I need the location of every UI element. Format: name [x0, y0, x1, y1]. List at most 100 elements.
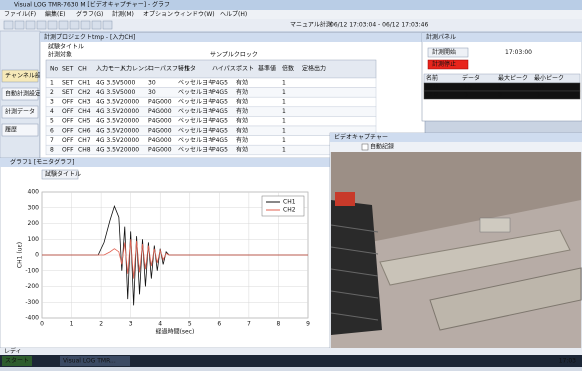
table-cell: 7 — [50, 137, 54, 144]
panel-cell: -15 — [462, 84, 472, 91]
title-button-label[interactable]: 試験タイトル — [45, 170, 81, 178]
table-cell: 20000 — [120, 108, 139, 115]
y-tick-label: 300 — [28, 204, 40, 211]
table-cell: 3 — [50, 99, 54, 106]
table-cell: 4G 3.5V — [96, 99, 121, 106]
column-header: No — [50, 66, 58, 73]
menu-item[interactable]: 編集(E) — [45, 10, 65, 18]
tool-button[interactable] — [26, 21, 35, 29]
tool-button[interactable] — [92, 21, 101, 29]
table-cell: 4G 3.5V — [96, 79, 121, 86]
start-label[interactable]: スタート — [5, 357, 29, 365]
table-cell: 1 — [282, 89, 286, 96]
sidebar-label[interactable]: 自動計測設定 — [5, 90, 41, 98]
table-cell: 4G 3.5V — [96, 147, 121, 154]
menu-item[interactable]: ウィンドウ(W) — [174, 10, 215, 18]
y-tick-label: 200 — [28, 220, 40, 227]
tool-button[interactable] — [59, 21, 68, 29]
tool-button[interactable] — [70, 21, 79, 29]
x-tick-label: 3 — [129, 321, 133, 328]
menu-item[interactable]: グラフ(G) — [76, 10, 103, 18]
table-cell: 有効 — [236, 78, 248, 86]
table-cell: 1 — [282, 99, 286, 106]
task-item-label[interactable]: Visual LOG TMR... — [63, 358, 116, 365]
tool-button[interactable] — [48, 21, 57, 29]
table-cell: 有効 — [236, 136, 248, 144]
menu-item[interactable]: 計測(M) — [112, 10, 134, 18]
column-header: 特性 — [178, 65, 190, 73]
table-cell: ベッセルヨキ — [178, 79, 214, 86]
table-cell: OFF — [62, 108, 74, 115]
x-tick-label: 8 — [277, 321, 281, 328]
table-cell: SET — [62, 89, 74, 96]
table-cell: OFF — [62, 137, 74, 144]
table-cell: CH7 — [78, 137, 91, 144]
stop-label[interactable]: 計測停止 — [432, 60, 456, 68]
tool-button[interactable] — [103, 21, 112, 29]
x-tick-label: 4 — [158, 321, 162, 328]
table-cell: P4G000 — [148, 108, 172, 115]
table-cell: P4G5 — [212, 137, 228, 144]
y-tick-label: -100 — [25, 267, 39, 274]
graph-title: グラフ1 [モニタグラフ] — [10, 158, 74, 166]
start-label[interactable]: 計測開始 — [432, 48, 456, 56]
table-cell: P4G000 — [148, 99, 172, 106]
column-header: 入力レンジ — [120, 65, 150, 73]
x-tick-label: 5 — [188, 321, 192, 328]
legend-label: CH1 — [283, 199, 296, 206]
table-cell: ベッセルヨキ — [178, 137, 214, 144]
y-tick-label: 0 — [35, 252, 39, 259]
column-header: SET — [62, 66, 74, 73]
table-cell: 1 — [282, 118, 286, 125]
table-cell: P4G5 — [212, 99, 228, 106]
table-cell: OFF — [62, 127, 74, 134]
tool-button[interactable] — [15, 21, 24, 29]
tool-button[interactable] — [37, 21, 46, 29]
menu-item[interactable]: オプション — [143, 11, 173, 18]
table-cell: 30 — [148, 89, 156, 96]
y-tick-label: -200 — [25, 283, 39, 290]
menu-item[interactable]: ヘルプ(H) — [220, 11, 247, 18]
target-label: 計測対象 — [48, 51, 72, 59]
table-cell: CH8 — [78, 147, 91, 154]
y-tick-label: -300 — [25, 299, 39, 306]
tool-button[interactable] — [81, 21, 90, 29]
table-cell: 5000 — [120, 79, 135, 86]
period-label: 06/12 17:03:04 - 06/12 17:03:46 — [330, 22, 428, 29]
record-checkbox[interactable] — [362, 144, 368, 150]
panel-time: 17:03:00 — [505, 49, 532, 56]
column-header: 基準値 — [258, 65, 276, 73]
panel-row — [424, 91, 580, 99]
table-cell: CH3 — [78, 99, 91, 106]
table-cell: P4G000 — [148, 147, 172, 154]
table-cell: 有効 — [236, 107, 248, 115]
panel-cell: 1 — [498, 84, 502, 91]
x-tick-label: 9 — [306, 321, 310, 328]
table-cell: P4G000 — [148, 137, 172, 144]
video-title: ビデオキャプチャー — [334, 133, 388, 141]
table-cell: ベッセルヨキ — [178, 127, 214, 134]
column-header: 定格出力 — [302, 65, 326, 73]
panel-header-cell: 名前 — [426, 74, 438, 82]
sidebar-label[interactable]: 履歴 — [5, 127, 17, 134]
panel-cell: CH2 — [426, 92, 439, 99]
table-cell: 6 — [50, 127, 54, 134]
table-cell: CH1 — [78, 79, 91, 86]
table-cell: 20000 — [120, 127, 139, 134]
table-cell: 2 — [50, 89, 54, 96]
x-axis-label: 経過時間(sec) — [156, 328, 195, 336]
panel-header-cell: 最大ピーク — [498, 74, 528, 82]
table-cell: 1 — [282, 137, 286, 144]
table-cell: 4G 3.5V — [96, 118, 121, 125]
table-cell: 有効 — [236, 117, 248, 125]
column-header: ポスト — [236, 65, 254, 73]
record-label[interactable]: 自動記録 — [370, 143, 394, 151]
table-cell: 1 — [282, 79, 286, 86]
table-cell: 1 — [282, 147, 286, 154]
panel-title: 計測パネル — [426, 33, 456, 41]
tool-button[interactable] — [4, 21, 13, 29]
table-cell: ベッセルヨキ — [178, 118, 214, 125]
menu-item[interactable]: ファイル(F) — [4, 11, 36, 18]
sidebar-label[interactable]: 計測データ — [5, 108, 35, 116]
table-cell: CH4 — [78, 108, 91, 115]
